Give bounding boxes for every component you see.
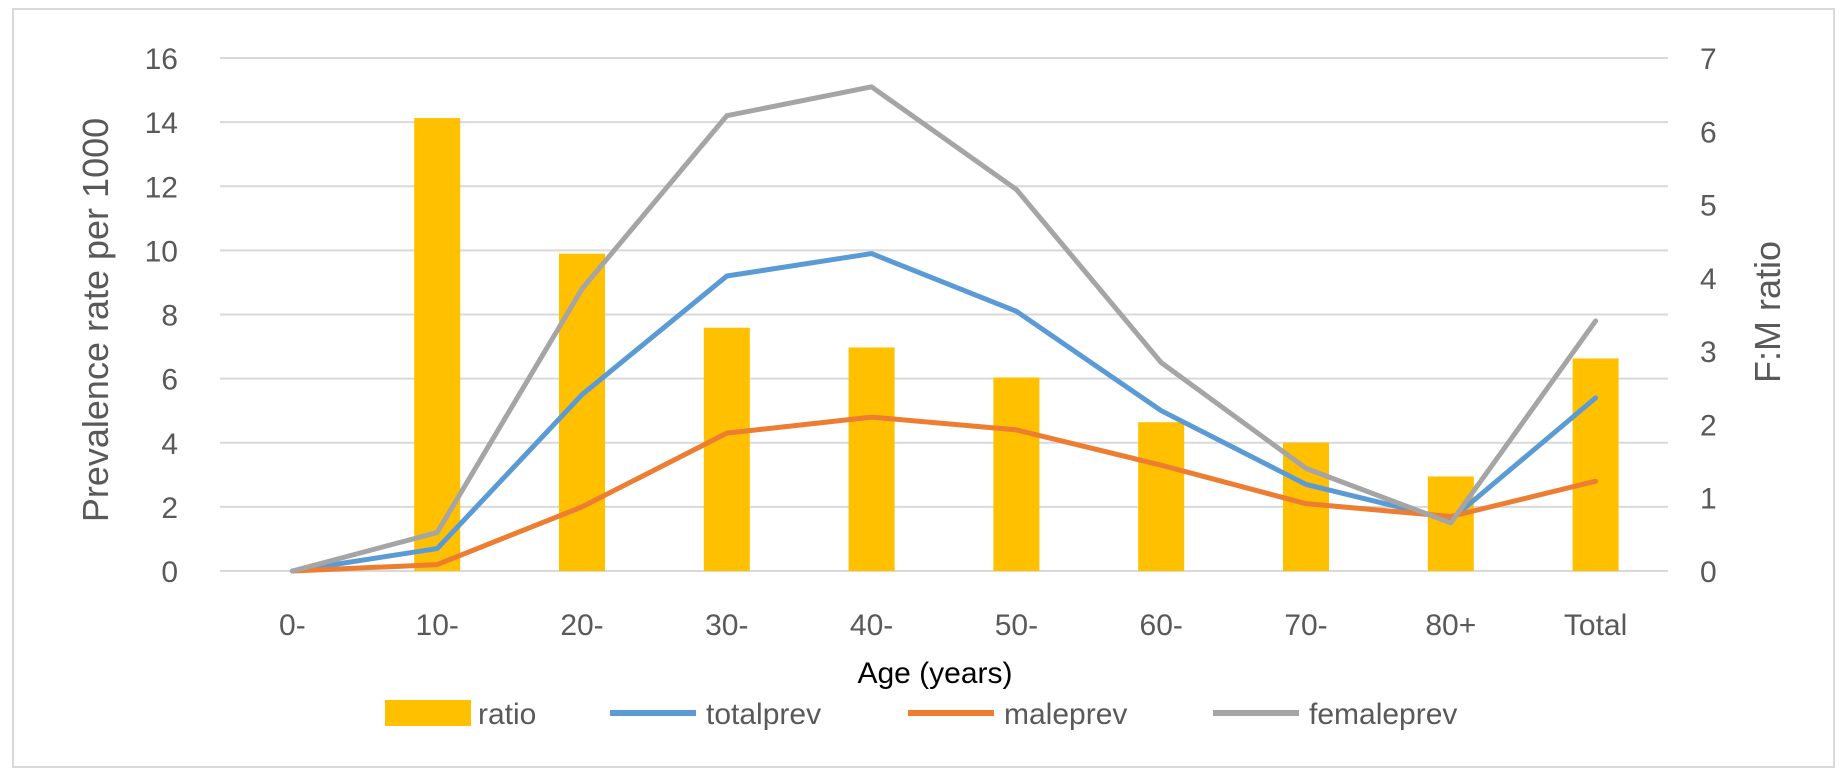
y-left-tick-label: 16 (145, 43, 178, 76)
bar-ratio (848, 347, 895, 571)
legend: ratio totalprev maleprev femaleprev (385, 698, 1457, 731)
bar-ratio (1138, 422, 1185, 571)
bar-ratio (414, 118, 461, 571)
y-left-tick-label: 0 (161, 556, 178, 589)
x-axis-label: Age (years) (857, 657, 1012, 690)
y-left-tick-label: 12 (145, 171, 178, 204)
x-tick-label: 0- (279, 609, 306, 642)
x-tick-label: Total (1564, 609, 1627, 642)
y-left-tick-label: 6 (161, 364, 178, 397)
x-tick-label: 40- (850, 609, 893, 642)
y-left-tick-label: 14 (145, 107, 178, 140)
x-tick-label: 70- (1284, 609, 1327, 642)
x-tick-label: 10- (416, 609, 459, 642)
legend-swatch-ratio (385, 700, 471, 726)
bar-ratio (703, 327, 750, 571)
bar-ratio (993, 377, 1040, 571)
y-left-tick-label: 10 (145, 235, 178, 268)
legend-label-maleprev: maleprev (1004, 698, 1127, 731)
y-right-tick-label: 0 (1700, 556, 1717, 589)
line-totalprev (289, 251, 1599, 574)
legend-label-ratio: ratio (478, 698, 536, 731)
line-series (289, 84, 1599, 574)
y-right-tick-label: 6 (1700, 116, 1717, 149)
gridlines (220, 57, 1668, 572)
y-right-tick-label: 2 (1700, 409, 1717, 442)
legend-label-femaleprev: femaleprev (1309, 698, 1457, 731)
y-left-tick-label: 8 (161, 300, 178, 333)
x-tick-label: 30- (705, 609, 748, 642)
x-tick-label: 60- (1140, 609, 1183, 642)
chart-frame (12, 8, 1835, 768)
y-right-tick-label: 5 (1700, 190, 1717, 223)
line-femaleprev (289, 84, 1599, 574)
x-tick-label: 20- (560, 609, 603, 642)
x-tick-label: 80+ (1425, 609, 1476, 642)
y-right-tick-label: 7 (1700, 43, 1717, 76)
legend-label-totalprev: totalprev (706, 698, 821, 731)
y-axis-left-label: Prevalence rate per 1000 (75, 118, 116, 522)
y-left-tick-label: 4 (161, 428, 178, 461)
y-axis-right-label: F:M ratio (1747, 241, 1788, 383)
line-maleprev (289, 414, 1599, 574)
bar-series-ratio (414, 118, 1619, 571)
bar-ratio (1572, 358, 1619, 571)
y-right-tick-label: 4 (1700, 263, 1717, 296)
x-tick-label: 50- (995, 609, 1038, 642)
y-left-tick-label: 2 (161, 492, 178, 525)
y-right-tick-label: 1 (1700, 483, 1717, 516)
y-right-tick-label: 3 (1700, 336, 1717, 369)
